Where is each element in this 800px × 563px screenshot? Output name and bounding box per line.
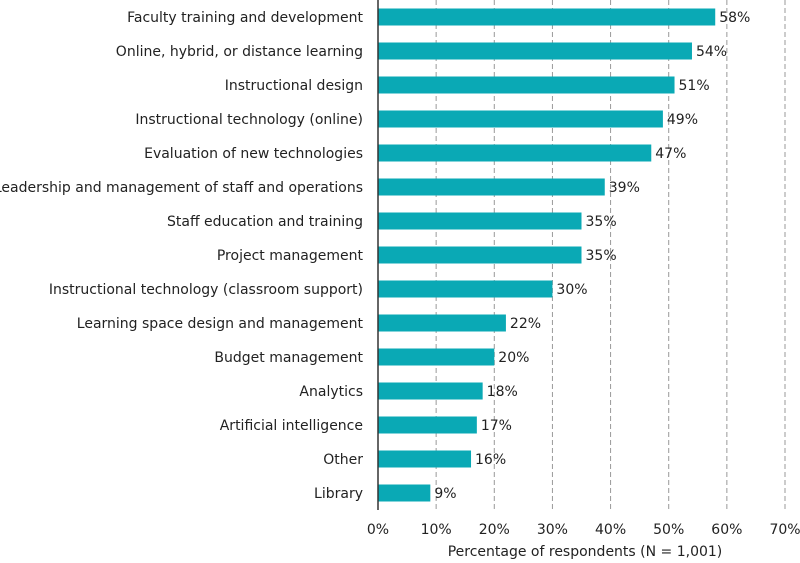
bar (378, 246, 582, 264)
bar (378, 144, 652, 162)
y-tick-label: Analytics (299, 384, 363, 400)
value-label: 47% (655, 146, 686, 162)
x-tick-label: 50% (653, 522, 684, 538)
value-label: 58% (719, 10, 750, 26)
x-tick-label: 30% (537, 522, 568, 538)
bar (378, 484, 431, 502)
y-tick-label: Instructional design (225, 78, 363, 94)
value-label: 35% (586, 214, 617, 230)
value-label: 20% (498, 350, 529, 366)
y-tick-label: Leadership and management of staff and o… (0, 180, 363, 196)
bar (378, 178, 605, 196)
bar (378, 450, 472, 468)
value-label: 51% (679, 78, 710, 94)
bar (378, 110, 663, 128)
value-label: 18% (487, 384, 518, 400)
y-tick-label: Artificial intelligence (220, 418, 363, 434)
x-tick-label: 40% (595, 522, 626, 538)
value-label: 16% (475, 452, 506, 468)
x-tick-label: 20% (479, 522, 510, 538)
y-tick-label: Library (314, 486, 363, 502)
y-tick-label: Instructional technology (classroom supp… (49, 282, 363, 298)
bar (378, 348, 495, 366)
x-tick-label: 60% (711, 522, 742, 538)
y-tick-label: Evaluation of new technologies (144, 146, 363, 162)
x-tick-label: 10% (421, 522, 452, 538)
value-label: 9% (434, 486, 456, 502)
bar (378, 280, 553, 298)
y-tick-label: Online, hybrid, or distance learning (116, 44, 363, 60)
bar (378, 416, 477, 434)
value-label: 39% (609, 180, 640, 196)
x-axis-title: Percentage of respondents (N = 1,001) (448, 544, 723, 560)
bar (378, 212, 582, 230)
value-label: 54% (696, 44, 727, 60)
y-tick-label: Staff education and training (167, 214, 363, 230)
bar (378, 314, 506, 332)
x-tick-label: 0% (367, 522, 389, 538)
y-tick-label: Instructional technology (online) (135, 112, 363, 128)
bar (378, 382, 483, 400)
y-tick-label: Learning space design and management (77, 316, 364, 332)
value-label: 17% (481, 418, 512, 434)
y-tick-label: Faculty training and development (127, 10, 363, 26)
bar (378, 8, 716, 26)
value-label: 30% (556, 282, 587, 298)
value-label: 49% (667, 112, 698, 128)
bar (378, 42, 692, 60)
value-label: 35% (586, 248, 617, 264)
y-tick-label: Other (323, 452, 363, 468)
bar (378, 76, 675, 94)
y-tick-label: Budget management (214, 350, 363, 366)
value-label: 22% (510, 316, 541, 332)
x-tick-label: 70% (769, 522, 800, 538)
y-tick-label: Project management (217, 248, 364, 264)
